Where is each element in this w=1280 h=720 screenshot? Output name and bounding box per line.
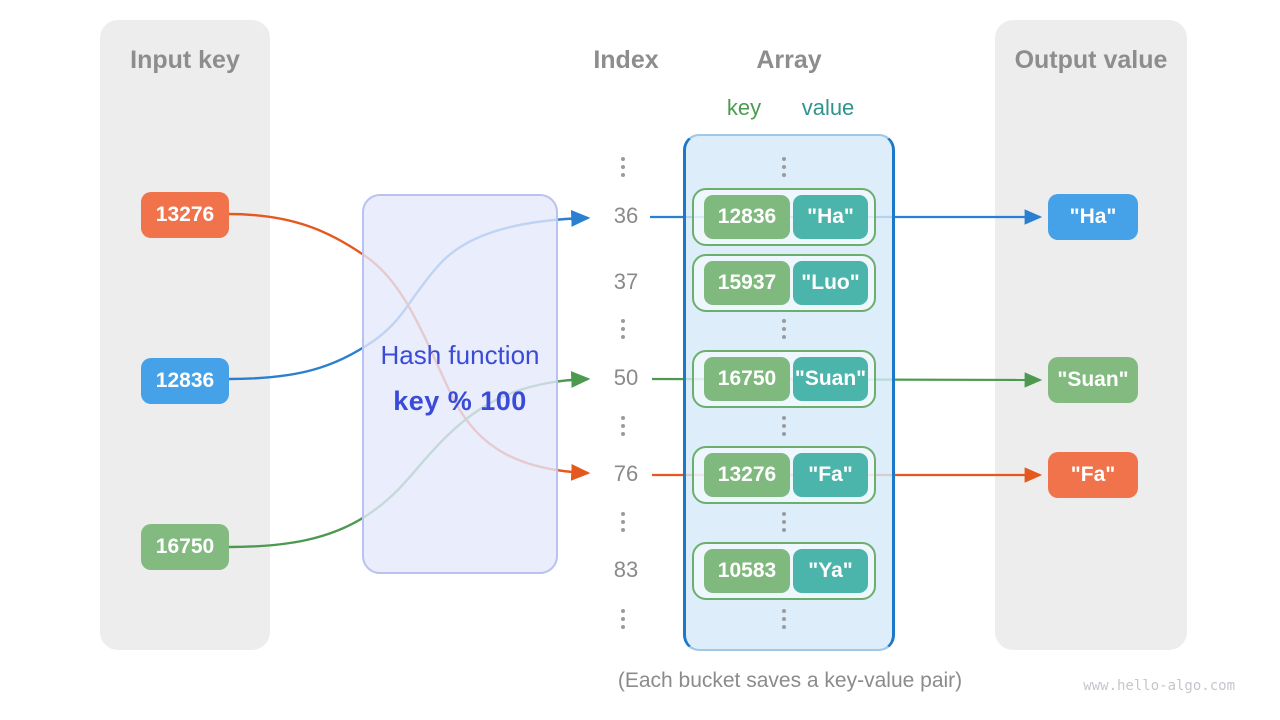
bucket-row: 16750 "Suan" — [692, 350, 876, 408]
array-value-header: value — [801, 95, 855, 120]
hash-function-label: Hash function — [380, 340, 540, 370]
index-83: 83 — [613, 557, 639, 582]
array-key-header: key — [726, 95, 762, 120]
input-panel-title: Input key — [130, 46, 240, 74]
vertical-ellipsis-icon — [617, 416, 629, 436]
bucket-value: "Luo" — [793, 261, 868, 305]
vertical-ellipsis-icon — [778, 157, 790, 177]
vertical-ellipsis-icon — [778, 416, 790, 436]
vertical-ellipsis-icon — [617, 512, 629, 532]
bucket-row: 13276 "Fa" — [692, 446, 876, 504]
bucket-key: 10583 — [704, 549, 790, 593]
array-title: Array — [756, 46, 822, 74]
bucket-value: "Ha" — [793, 195, 868, 239]
bucket-key: 13276 — [704, 453, 790, 497]
vertical-ellipsis-icon — [778, 609, 790, 629]
bucket-row: 15937 "Luo" — [692, 254, 876, 312]
input-key-13276: 13276 — [141, 192, 229, 238]
vertical-ellipsis-icon — [778, 319, 790, 339]
hash-function-box: Hash function key % 100 — [362, 194, 558, 574]
bucket-key: 15937 — [704, 261, 790, 305]
vertical-ellipsis-icon — [778, 512, 790, 532]
bucket-key: 12836 — [704, 195, 790, 239]
bucket-value: "Fa" — [793, 453, 868, 497]
index-36: 36 — [613, 203, 639, 228]
index-76: 76 — [613, 461, 639, 486]
output-value-suan: "Suan" — [1048, 357, 1138, 403]
bucket-row: 12836 "Ha" — [692, 188, 876, 246]
index-37: 37 — [613, 269, 639, 294]
bucket-value: "Suan" — [793, 357, 868, 401]
input-key-12836: 12836 — [141, 358, 229, 404]
vertical-ellipsis-icon — [617, 157, 629, 177]
bucket-value: "Ya" — [793, 549, 868, 593]
index-50: 50 — [613, 365, 639, 390]
bucket-key: 16750 — [704, 357, 790, 401]
output-value-ha: "Ha" — [1048, 194, 1138, 240]
diagram-caption: (Each bucket saves a key-value pair) — [617, 669, 963, 692]
input-key-16750: 16750 — [141, 524, 229, 570]
hash-function-formula: key % 100 — [393, 386, 527, 416]
index-column-title: Index — [593, 46, 659, 74]
vertical-ellipsis-icon — [617, 319, 629, 339]
bucket-row: 10583 "Ya" — [692, 542, 876, 600]
output-value-fa: "Fa" — [1048, 452, 1138, 498]
watermark: www.hello-algo.com — [1083, 678, 1235, 694]
output-panel-title: Output value — [1014, 46, 1168, 74]
output-value-panel — [995, 20, 1187, 650]
vertical-ellipsis-icon — [617, 609, 629, 629]
